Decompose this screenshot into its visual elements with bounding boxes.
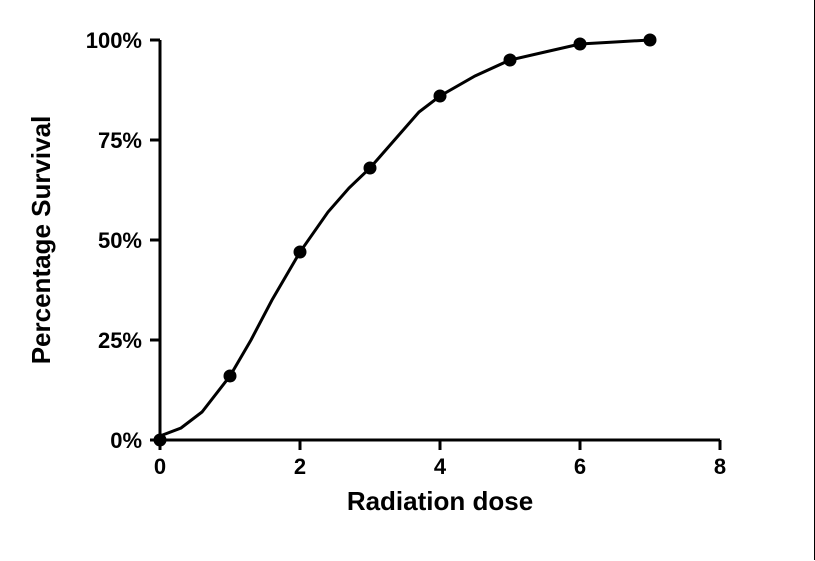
x-tick-label: 4 [434,454,447,479]
y-tick-label: 0% [110,428,142,453]
data-point [154,434,166,446]
data-point [574,38,586,50]
x-tick-label: 8 [714,454,726,479]
data-point [364,162,376,174]
survival-chart: 0 2 4 6 8 0% 25% 50% 75% 100% Radiation dose Percen… [0,0,815,561]
data-point [644,34,656,46]
x-tick-label: 0 [154,454,166,479]
y-tick-label: 50% [98,228,142,253]
y-tick-label: 75% [98,128,142,153]
y-axis-title: Percentage Survival [26,116,56,365]
x-axis-title: Radiation dose [347,486,533,516]
chart-container: 0 2 4 6 8 0% 25% 50% 75% 100% Radiation dose Percen… [0,0,815,561]
data-point [434,90,446,102]
y-tick-label: 25% [98,328,142,353]
x-tick-label: 2 [294,454,306,479]
data-point [294,246,306,258]
x-tick-label: 6 [574,454,586,479]
data-point [504,54,516,66]
data-point [224,370,236,382]
y-tick-label: 100% [86,28,142,53]
